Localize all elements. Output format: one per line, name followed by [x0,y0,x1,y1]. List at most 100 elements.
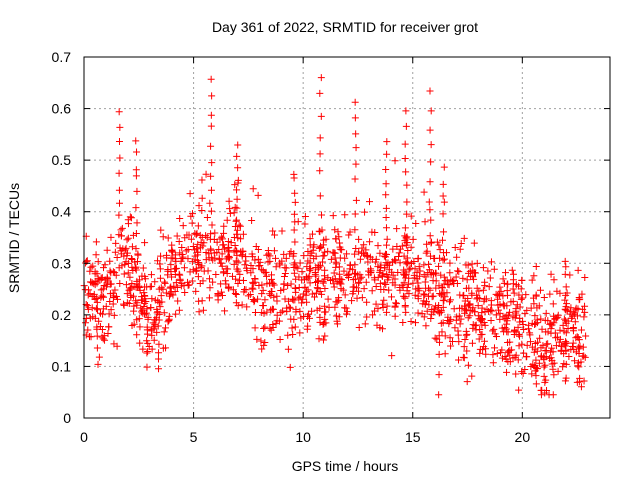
data-point [249,278,257,286]
data-point [218,262,226,270]
data-point [97,286,105,294]
data-point [500,302,508,310]
data-point [280,272,288,280]
data-point [316,167,324,175]
data-point [487,317,495,325]
data-point [123,236,131,244]
data-point [481,282,489,290]
data-point [358,294,366,302]
data-point [547,320,555,328]
data-point [144,313,152,321]
data-point [516,318,524,326]
data-point [485,283,493,291]
data-point [487,306,495,314]
data-point [503,368,511,376]
data-point [567,304,575,312]
data-point [292,263,300,271]
data-point [133,299,141,307]
data-point [93,332,101,340]
data-point [182,247,190,255]
data-point [570,346,578,354]
data-point [132,172,140,180]
data-point [448,277,456,285]
data-point [461,297,469,305]
data-point [177,257,185,265]
data-point [376,267,384,275]
data-point [441,350,449,358]
data-point [207,172,215,180]
data-point [378,300,386,308]
data-point [219,235,227,243]
data-point [327,255,335,263]
data-point [490,325,498,333]
data-point [414,292,422,300]
data-point [296,293,304,301]
data-point [147,304,155,312]
data-point [435,332,443,340]
data-point [203,214,211,222]
data-point [486,274,494,282]
data-point [243,303,251,311]
data-point [341,291,349,299]
data-point [532,263,540,271]
data-point [167,261,175,269]
data-point [115,211,123,219]
data-point [115,169,123,177]
data-point [143,323,151,331]
data-point [451,244,459,252]
data-point [249,185,257,193]
data-point [382,250,390,258]
data-point [479,346,487,354]
data-point [515,282,523,290]
data-point [501,352,509,360]
data-point [535,359,543,367]
data-point [426,87,434,95]
data-point [173,232,181,240]
data-point [320,319,328,327]
data-point [383,302,391,310]
data-point [120,270,128,278]
data-point [575,349,583,357]
data-point [399,292,407,300]
data-point [215,246,223,254]
data-point [231,203,239,211]
data-point [290,170,298,178]
data-point [260,309,268,317]
data-point [269,321,277,329]
data-point [409,279,417,287]
data-point [405,290,413,298]
data-point [466,267,474,275]
data-point [582,332,590,340]
data-point [175,237,183,245]
data-point [503,328,511,336]
data-point [487,258,495,266]
data-point [382,180,390,188]
data-point [563,289,571,297]
data-point [178,250,186,258]
data-point [440,280,448,288]
data-point [426,126,434,134]
data-point [403,210,411,218]
data-point [317,112,325,120]
data-point [464,261,472,269]
data-point [433,238,441,246]
data-point [415,284,423,292]
data-point [562,329,570,337]
data-point [236,270,244,278]
data-point [173,283,181,291]
data-point [383,150,391,158]
data-point [263,251,271,259]
data-point [474,312,482,320]
data-point [95,353,103,361]
data-point [503,317,511,325]
data-point [383,270,391,278]
data-point [441,293,449,301]
data-point [206,235,214,243]
data-point [278,257,286,265]
data-point [555,338,563,346]
data-point [84,326,92,334]
data-point [496,309,504,317]
data-point [423,240,431,248]
data-point [290,210,298,218]
data-point [186,268,194,276]
